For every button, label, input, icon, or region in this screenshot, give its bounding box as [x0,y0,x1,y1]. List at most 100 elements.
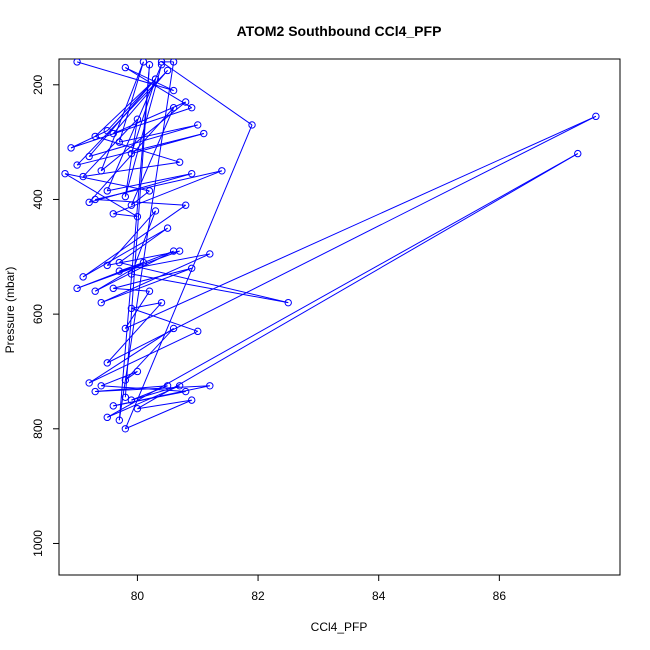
series-segment [113,267,192,289]
series-segment [124,119,138,197]
x-tick-label: 84 [372,589,386,603]
series-segment [125,67,174,91]
series-segment [137,153,579,410]
plot-frame [58,58,621,576]
series-segment [119,262,289,304]
data-point [121,324,130,333]
data-point [109,284,117,293]
series-segment [100,61,144,171]
x-tick-label: 86 [493,589,507,603]
series-segment [124,290,150,329]
data-point [79,273,87,281]
data-point [181,387,190,396]
data-point [157,298,166,307]
data-point [248,121,256,129]
series-segment [106,302,162,364]
data-point [103,126,111,135]
data-point [103,261,111,270]
data-point [175,158,184,166]
series-segment [83,161,180,178]
y-tick-label: 1000 [31,530,45,557]
series-segment [95,170,222,200]
data-point [169,86,178,95]
data-point [145,187,154,195]
data-point [169,324,178,333]
data-point [127,270,136,278]
x-tick-label: 82 [251,589,265,603]
series-segment [95,198,186,206]
data-point [133,367,142,376]
data-point [139,258,148,267]
data-point [163,224,172,232]
series-segment [125,115,597,329]
series-segment [101,267,192,304]
data-point [109,129,117,138]
data-point [91,195,99,204]
series-segment [125,399,192,430]
plot-area [61,59,600,433]
y-tick-label: 600 [31,304,45,324]
data-point [85,152,93,161]
series-segment [119,227,168,263]
data-point [97,167,105,175]
data-point [103,187,111,195]
data-point [145,287,154,295]
series-segment [113,213,138,218]
data-point [181,98,190,106]
data-point [163,382,172,390]
chart-title: ATOM2 Southbound CCl4_PFP [237,23,442,39]
data-point [91,287,99,295]
data-point [206,382,214,390]
series-segment [94,262,144,292]
data-point [73,161,81,169]
data-point [151,207,160,215]
series-segment [88,330,198,384]
series-segment [101,253,211,304]
data-point [574,149,582,158]
series-segment [95,135,180,163]
data-point [121,192,130,201]
data-point [200,129,208,138]
series-segment [113,101,186,134]
x-tick-label: 80 [131,589,145,603]
data-point [157,59,166,66]
series-segment [94,78,156,137]
series-segment [131,273,289,304]
data-point [188,104,196,112]
series-segment [119,262,144,272]
data-point [188,169,196,178]
series-points [61,59,600,433]
series-segment [101,371,138,387]
series-segment [76,61,174,92]
series-segment [124,124,253,429]
series-lines [64,61,597,430]
data-point [133,405,142,413]
series-segment [64,173,150,192]
series-segment [106,64,163,192]
series-segment [131,190,150,206]
series-segment [125,371,138,381]
series-segment [76,133,204,166]
data-point [85,198,93,207]
series-segment [124,328,174,381]
x-axis: 80 82 84 86 [131,575,507,603]
data-point [115,138,124,146]
data-point [157,61,166,69]
data-point [73,284,81,293]
series-segment [107,173,192,192]
data-point [115,258,124,267]
data-point [97,298,105,307]
data-point [188,264,196,272]
data-point [91,132,99,141]
data-point [109,210,117,218]
series-segment [124,64,150,398]
y-tick-label: 200 [31,74,45,94]
y-axis: 200 400 600 800 1000 [31,74,59,557]
data-point [139,59,148,66]
y-tick-label: 800 [31,418,45,438]
series-segment [113,287,150,292]
data-point [79,172,87,181]
data-point [284,298,292,307]
data-point [145,61,154,69]
data-point [103,413,111,422]
